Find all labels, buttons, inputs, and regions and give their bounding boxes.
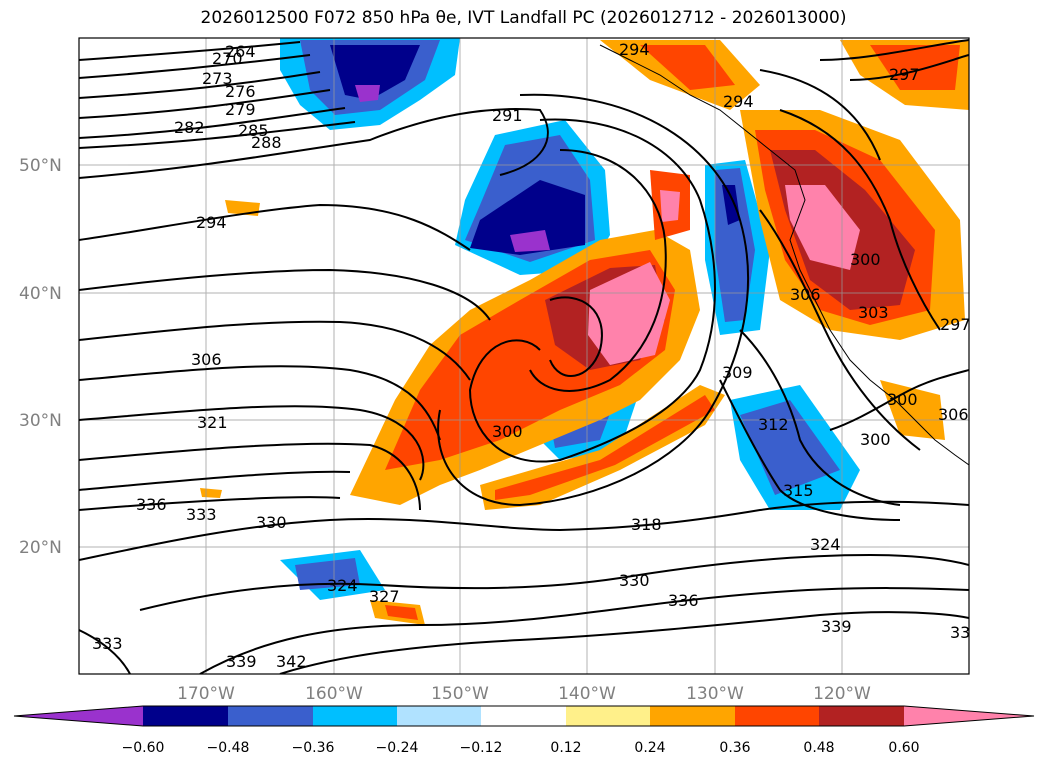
contour-label: 306 bbox=[191, 350, 222, 369]
map-title: 2026012500 F072 850 hPa θe, IVT Landfall… bbox=[200, 8, 847, 28]
contour-label: 288 bbox=[251, 133, 282, 152]
pos-area-coast-max bbox=[785, 185, 860, 270]
pos-area-south-coast bbox=[880, 380, 945, 440]
neg-area-northwest-deep bbox=[330, 45, 420, 100]
pos-area-north-coast-core bbox=[640, 45, 735, 90]
neg-area-central-min bbox=[510, 230, 550, 252]
contour-label: 342 bbox=[276, 652, 307, 671]
colorbar-tick-label: 0.12 bbox=[550, 740, 581, 756]
lat-tick-label: 20°N bbox=[19, 538, 62, 558]
colorbar-tick-label: −0.24 bbox=[376, 740, 419, 756]
pos-area-southern-streak-core bbox=[495, 395, 715, 500]
contour-label: 333 bbox=[92, 634, 123, 653]
colorbar-segment bbox=[650, 706, 735, 726]
colorbar: −0.60 −0.48 −0.36 −0.24 −0.12 0.12 0.24 … bbox=[13, 705, 1035, 756]
contour-label: 339 bbox=[226, 652, 257, 671]
lat-tick-label: 50°N bbox=[19, 156, 62, 176]
colorbar-arrow-low bbox=[14, 706, 143, 726]
lat-tick-label: 30°N bbox=[19, 411, 62, 431]
neg-area-east-streak-deep bbox=[722, 185, 740, 225]
contour-label: 300 bbox=[850, 250, 881, 269]
lon-tick-label: 130°W bbox=[686, 684, 744, 704]
contour-label: 306 bbox=[790, 285, 821, 304]
neg-area-southeast-core bbox=[740, 400, 840, 495]
contour-label: 270 bbox=[212, 49, 243, 68]
contour-label: 294 bbox=[196, 213, 227, 232]
lon-tick-label: 160°W bbox=[305, 684, 363, 704]
contour-label: 276 bbox=[225, 82, 256, 101]
contour-label: 282 bbox=[174, 118, 205, 137]
contour-label: 327 bbox=[369, 587, 400, 606]
lat-tick-label: 40°N bbox=[19, 284, 62, 304]
colorbar-segment bbox=[819, 706, 904, 726]
contour-label: 291 bbox=[492, 106, 523, 125]
contour-label: 264 bbox=[225, 42, 256, 61]
contour-label: 330 bbox=[619, 571, 650, 590]
contour-label: 309 bbox=[722, 363, 753, 382]
graticule bbox=[79, 38, 969, 674]
contour-label: 318 bbox=[631, 515, 662, 534]
contour-label: 279 bbox=[225, 100, 256, 119]
contour-label: 300 bbox=[887, 390, 918, 409]
contour-label: 324 bbox=[327, 576, 358, 595]
pos-area-river-max bbox=[588, 262, 670, 365]
colorbar-segment bbox=[735, 706, 819, 726]
colorbar-segment bbox=[566, 706, 650, 726]
contour-label: 333 bbox=[186, 505, 217, 524]
neg-area-central-deep bbox=[470, 180, 585, 255]
contour-label: 324 bbox=[810, 535, 841, 554]
contour-label: 315 bbox=[783, 481, 814, 500]
contour-label: 300 bbox=[860, 430, 891, 449]
coastline bbox=[599, 44, 969, 466]
colorbar-tick-label: 0.60 bbox=[888, 740, 919, 756]
longitude-axis: 170°W 160°W 150°W 140°W 130°W 120°W bbox=[177, 684, 871, 704]
neg-area-southwest-core bbox=[295, 558, 360, 590]
contour-labels: 264 270 273 276 279 282 285 288 291 294 … bbox=[92, 40, 971, 671]
neg-area-northwest-min bbox=[355, 85, 380, 102]
pos-area-northeast-corner-core bbox=[870, 45, 960, 90]
contour-label: 297 bbox=[940, 315, 971, 334]
lon-tick-label: 120°W bbox=[813, 684, 871, 704]
neg-area-east-streak-core bbox=[715, 168, 755, 322]
colorbar-tick-label: 0.24 bbox=[634, 740, 665, 756]
contour-label: 330 bbox=[256, 513, 287, 532]
pos-area-northern-lobe-max bbox=[660, 190, 680, 222]
contour-label: 294 bbox=[619, 40, 650, 59]
contour-label: 306 bbox=[938, 405, 969, 424]
colorbar-tick-label: 0.48 bbox=[803, 740, 834, 756]
contour-label: 303 bbox=[858, 303, 889, 322]
contour-label: 300 bbox=[492, 422, 523, 441]
pc-shading bbox=[200, 38, 969, 625]
colorbar-tick-label: −0.36 bbox=[292, 740, 335, 756]
colorbar-tick-label: −0.60 bbox=[122, 740, 165, 756]
colorbar-segment bbox=[143, 706, 228, 726]
lon-tick-label: 150°W bbox=[431, 684, 489, 704]
contour-label: 297 bbox=[889, 65, 920, 84]
colorbar-tick-label: 0.36 bbox=[719, 740, 750, 756]
contour-label: 321 bbox=[197, 413, 228, 432]
colorbar-segment bbox=[397, 706, 481, 726]
colorbar-segment bbox=[313, 706, 397, 726]
map-border bbox=[78, 37, 970, 675]
contour-label: 33 bbox=[950, 623, 970, 642]
lon-tick-label: 170°W bbox=[177, 684, 235, 704]
contour-label: 285 bbox=[238, 121, 269, 140]
pos-area-small-west-core bbox=[385, 605, 418, 620]
theta-e-contours bbox=[79, 39, 969, 674]
contour-label: 339 bbox=[821, 617, 852, 636]
latitude-axis: 50°N 40°N 30°N 20°N bbox=[19, 156, 62, 558]
colorbar-tick-label: −0.48 bbox=[207, 740, 250, 756]
contour-label: 273 bbox=[202, 69, 233, 88]
colorbar-arrow-high bbox=[904, 706, 1034, 726]
contour-label: 336 bbox=[136, 495, 167, 514]
contour-label: 312 bbox=[758, 415, 789, 434]
contour-label: 336 bbox=[668, 591, 699, 610]
colorbar-segment bbox=[481, 706, 566, 726]
colorbar-tick-label: −0.12 bbox=[460, 740, 503, 756]
contour-label: 294 bbox=[723, 92, 754, 111]
lon-tick-label: 140°W bbox=[558, 684, 616, 704]
colorbar-segment bbox=[228, 706, 313, 726]
colorbar-outline bbox=[13, 705, 1035, 727]
